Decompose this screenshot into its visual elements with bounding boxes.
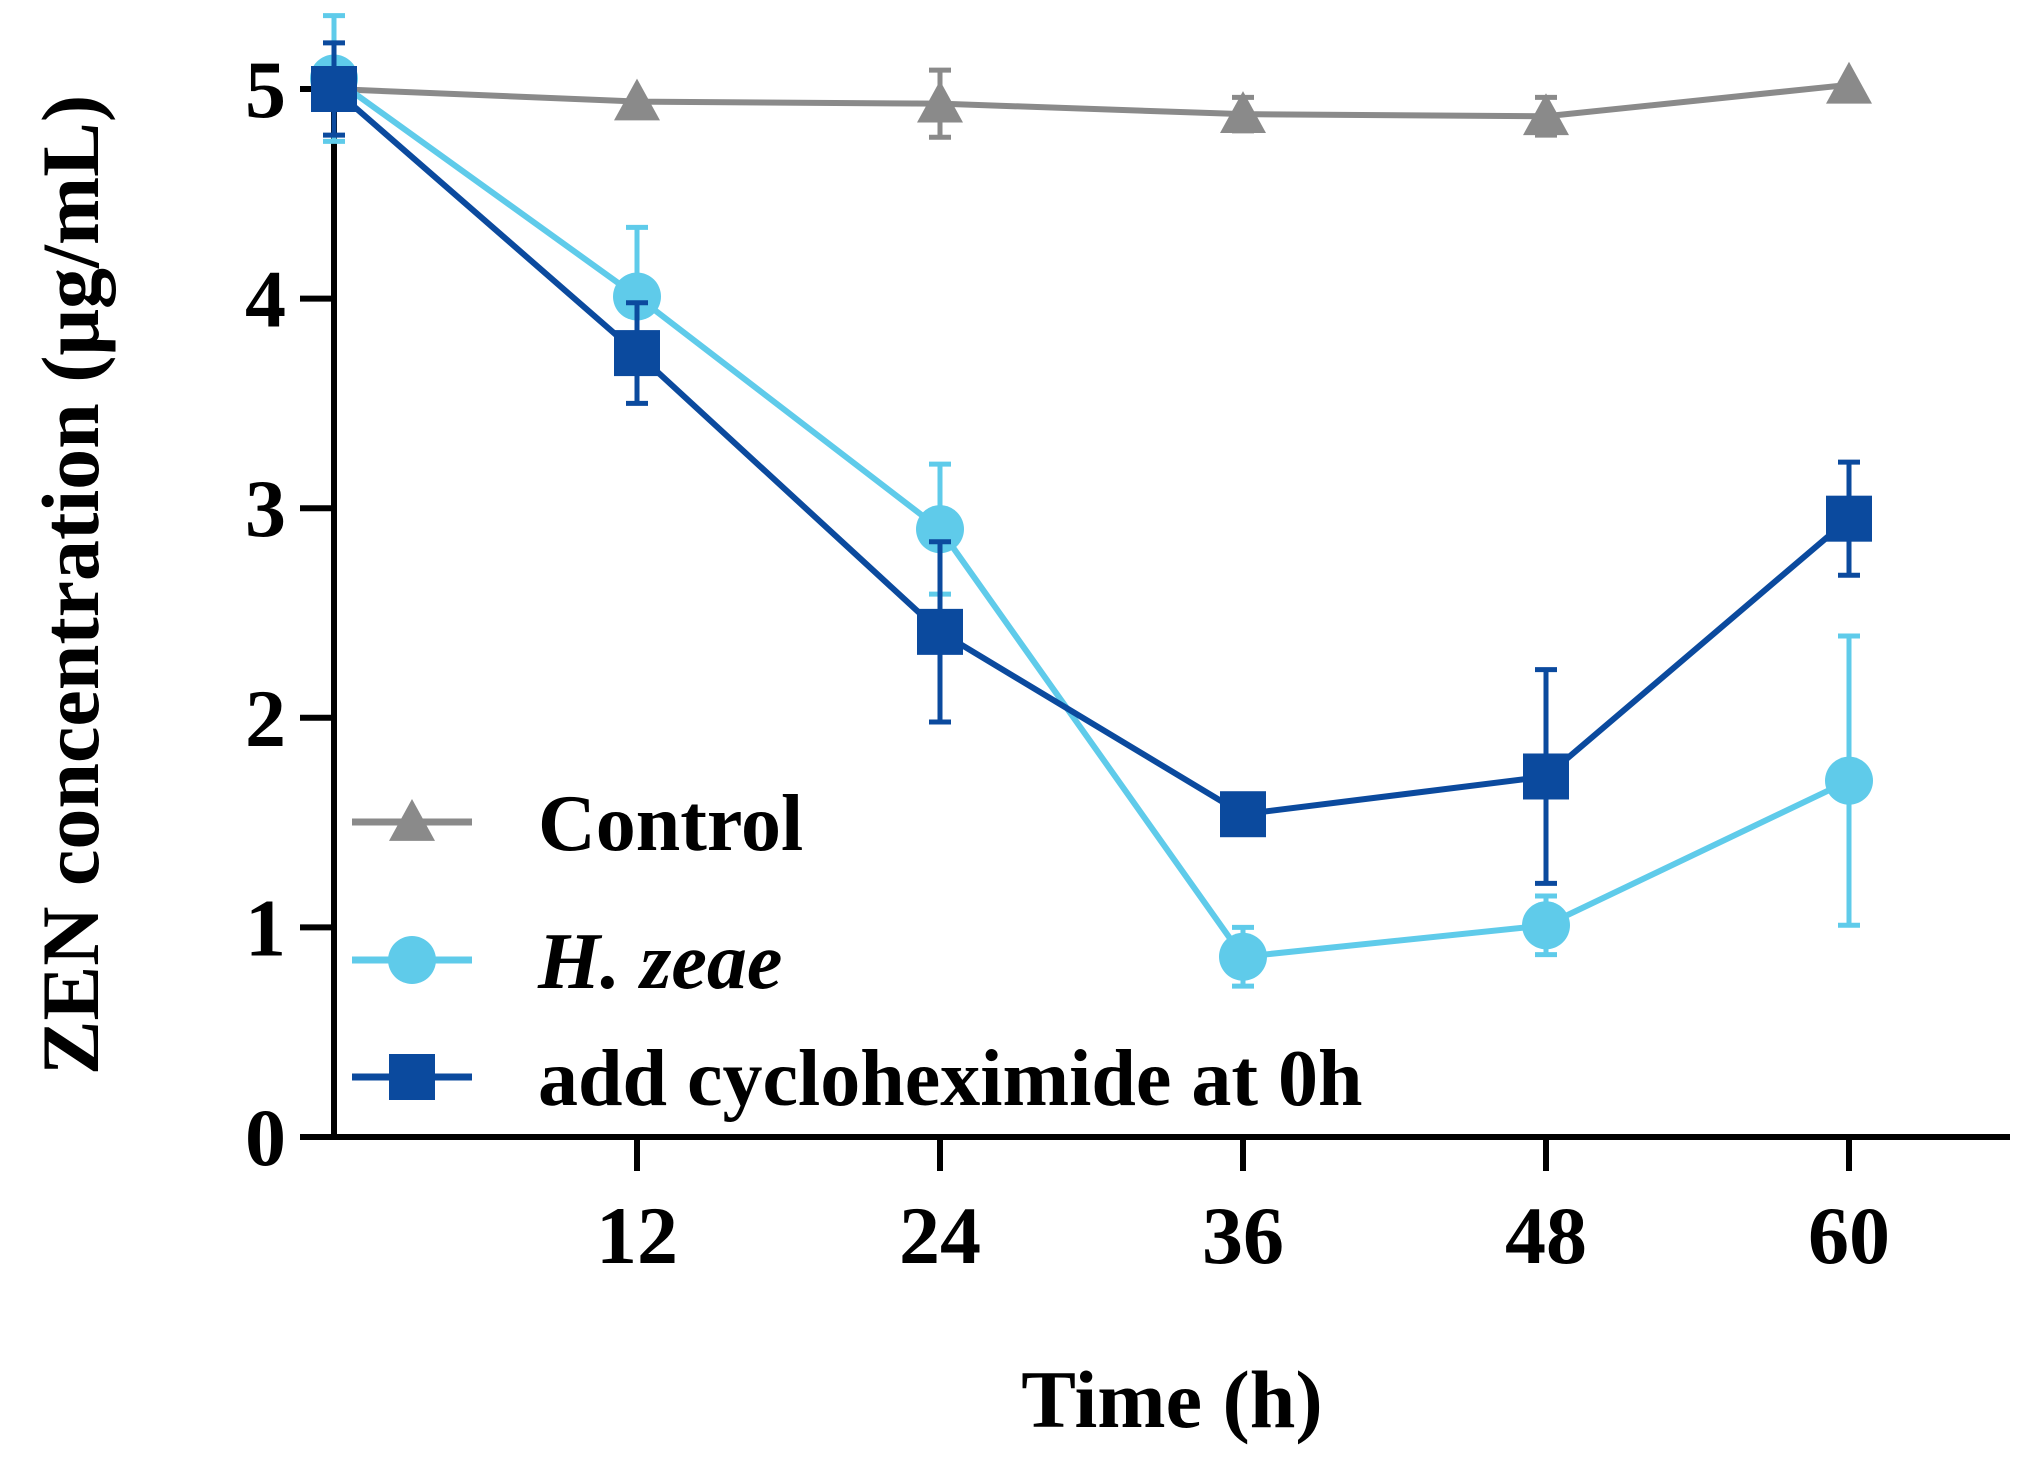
data-point [1220, 91, 1266, 134]
x-axis-title: Time (h) [1021, 1354, 1322, 1445]
legend-marker [388, 936, 436, 984]
data-point [1220, 791, 1266, 838]
data-point [1522, 901, 1570, 950]
x-tick-label: 24 [899, 1190, 981, 1281]
data-point [614, 330, 660, 377]
series-1 [311, 61, 1872, 140]
data-point [1826, 61, 1872, 104]
data-point [1523, 753, 1569, 800]
data-point [917, 80, 963, 123]
y-tick-label: 1 [245, 882, 286, 973]
legend-label: H. zeae [537, 918, 782, 1006]
legend-marker [389, 1054, 435, 1100]
x-ticks: 12 24 36 48 60 [596, 1137, 1890, 1281]
data-point [1825, 756, 1873, 805]
x-tick-label: 48 [1505, 1190, 1587, 1281]
y-tick-label: 4 [245, 254, 286, 345]
series-line [332, 86, 1851, 818]
x-tick-label: 60 [1808, 1190, 1890, 1281]
axes [300, 75, 2010, 1140]
data-point [1523, 93, 1569, 136]
data-point [916, 505, 964, 554]
legend-label: add cycloheximide at 0h [538, 1035, 1362, 1123]
legend-marker [389, 799, 435, 841]
y-ticks: 0 1 2 3 4 5 [245, 44, 334, 1183]
series-layer [310, 13, 1873, 989]
data-point [613, 272, 661, 321]
data-point [1826, 495, 1872, 542]
y-tick-label: 5 [245, 44, 286, 135]
x-tick-label: 36 [1202, 1190, 1284, 1281]
x-tick-label: 12 [596, 1190, 678, 1281]
y-axis-title: ZEN concentration (μg/mL) [25, 95, 116, 1075]
y-tick-label: 3 [245, 463, 286, 554]
series-line [333, 81, 1850, 120]
series-3 [311, 40, 1872, 886]
y-tick-label: 0 [245, 1092, 286, 1183]
data-point [1219, 932, 1267, 981]
y-tick-label: 2 [245, 673, 286, 764]
series-line [332, 76, 1851, 960]
data-point [614, 78, 660, 121]
data-point [917, 608, 963, 655]
data-point [311, 66, 357, 112]
legend-label: Control [538, 780, 803, 868]
legend: Control H. zeae add cycloheximide at 0h [352, 780, 1362, 1123]
